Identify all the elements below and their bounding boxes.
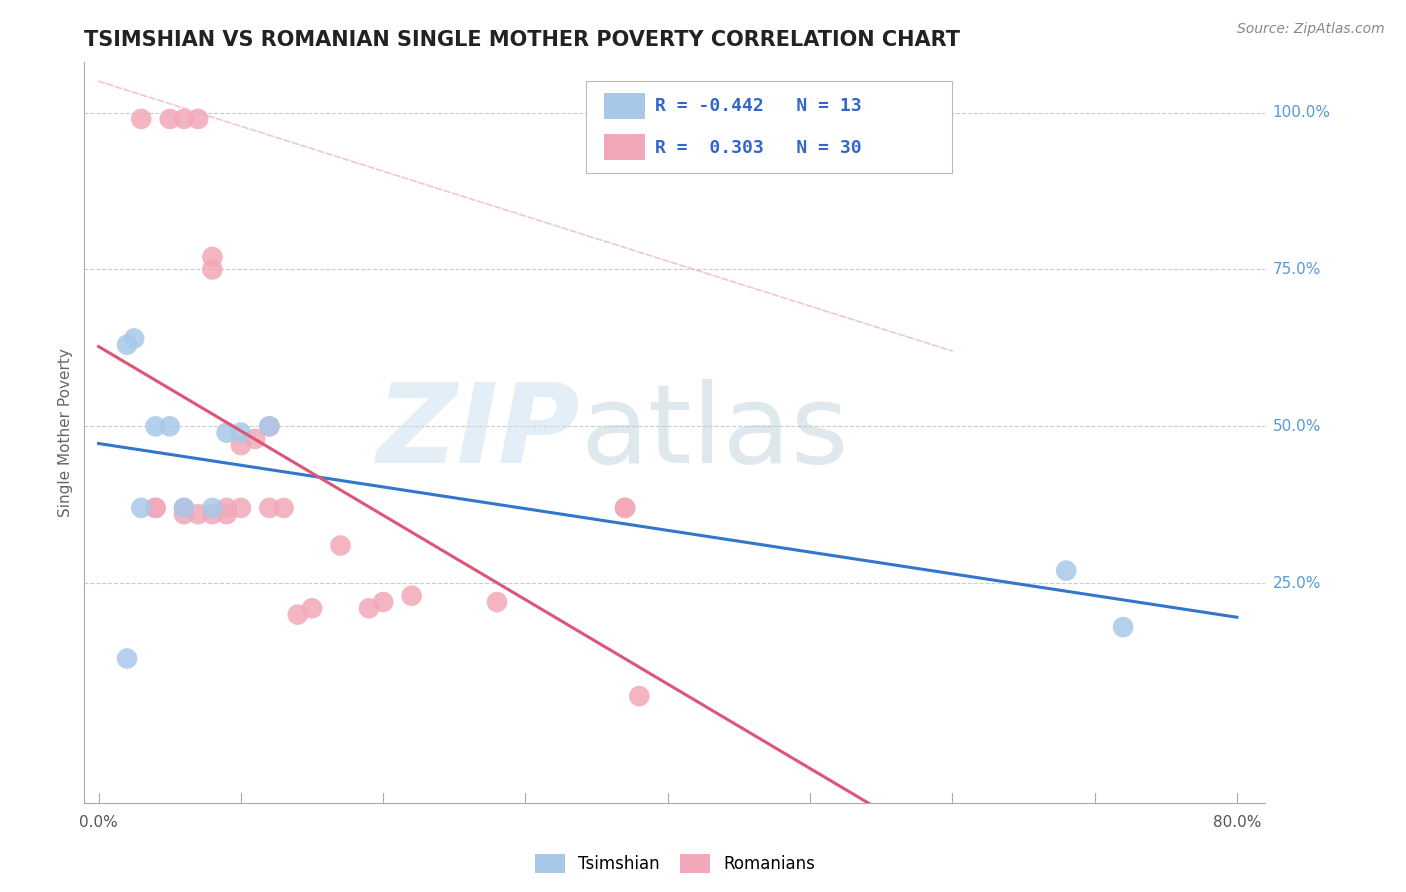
Text: R = -0.442   N = 13: R = -0.442 N = 13 (655, 97, 862, 115)
Point (145, 500, 167, 515)
Point (329, 539, 352, 553)
Point (357, 601, 380, 615)
Text: Source: ZipAtlas.com: Source: ZipAtlas.com (1237, 22, 1385, 37)
Point (115, 338, 138, 352)
Point (215, 425, 238, 440)
Text: 25.0%: 25.0% (1272, 575, 1320, 591)
Point (485, 595, 508, 609)
Point (243, 432, 266, 446)
Y-axis label: Single Mother Poverty: Single Mother Poverty (58, 348, 73, 517)
Point (173, 500, 195, 515)
Point (129, 112, 152, 126)
Point (115, 651, 138, 665)
Point (173, 112, 195, 126)
Point (159, 419, 181, 434)
Point (229, 438, 252, 452)
Text: 100.0%: 100.0% (1272, 105, 1330, 120)
Point (201, 262, 224, 277)
Text: atlas: atlas (581, 379, 849, 486)
Point (201, 507, 224, 521)
FancyBboxPatch shape (586, 81, 952, 173)
Text: 75.0%: 75.0% (1272, 262, 1320, 277)
Point (122, 331, 145, 345)
Point (229, 425, 252, 440)
FancyBboxPatch shape (605, 93, 645, 119)
Point (145, 419, 167, 434)
Point (201, 500, 224, 515)
Point (187, 112, 209, 126)
Point (1054, 564, 1077, 578)
FancyBboxPatch shape (605, 135, 645, 161)
Point (259, 500, 281, 515)
Point (301, 601, 323, 615)
Point (1112, 620, 1135, 634)
Point (187, 507, 209, 521)
Point (273, 500, 295, 515)
Point (287, 607, 309, 622)
Point (145, 500, 167, 515)
Text: 80.0%: 80.0% (1213, 815, 1261, 830)
Point (628, 689, 651, 703)
Text: 0.0%: 0.0% (79, 815, 118, 830)
Point (373, 595, 395, 609)
Text: R =  0.303   N = 30: R = 0.303 N = 30 (655, 138, 862, 157)
Point (614, 500, 637, 515)
Point (173, 500, 195, 515)
Text: 50.0%: 50.0% (1272, 419, 1320, 434)
Point (173, 507, 195, 521)
Point (201, 250, 224, 264)
Point (215, 507, 238, 521)
Point (129, 500, 152, 515)
Legend: Tsimshian, Romanians: Tsimshian, Romanians (529, 847, 821, 880)
Point (401, 589, 423, 603)
Text: TSIMSHIAN VS ROMANIAN SINGLE MOTHER POVERTY CORRELATION CHART: TSIMSHIAN VS ROMANIAN SINGLE MOTHER POVE… (84, 29, 960, 50)
Point (229, 500, 252, 515)
Point (259, 419, 281, 434)
Point (259, 419, 281, 434)
Point (614, 500, 637, 515)
Point (159, 112, 181, 126)
Point (215, 500, 238, 515)
Text: ZIP: ZIP (377, 379, 581, 486)
